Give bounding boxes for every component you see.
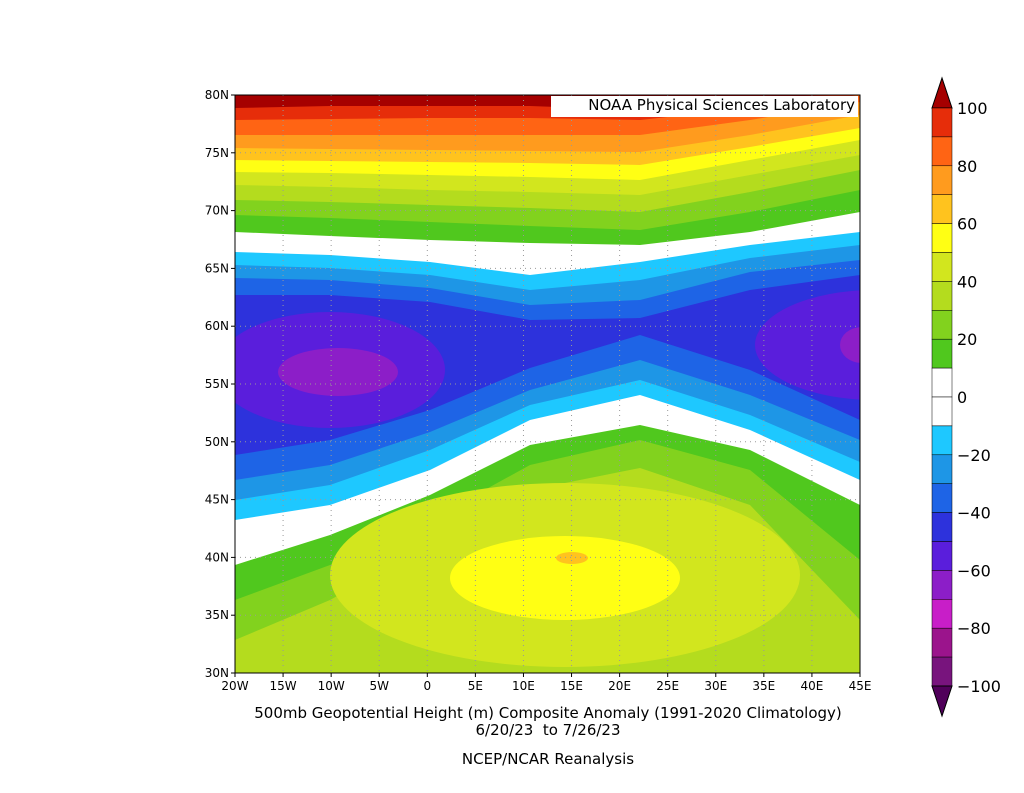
x-tick-label: 20W: [221, 679, 248, 693]
x-tick-label: 20E: [608, 679, 631, 693]
title: 500mb Geopotential Height (m) Composite …: [254, 704, 842, 722]
colorbar-label: 40: [957, 272, 977, 291]
colorbar-band: [931, 599, 953, 629]
colorbar-label: 0: [957, 388, 967, 407]
colorbar-label: 60: [957, 215, 977, 234]
x-tick-label: 15E: [560, 679, 583, 693]
grid: [231, 94, 861, 677]
colorbar-band: [931, 483, 953, 513]
y-tick-label: 30N: [205, 666, 229, 680]
y-tick-label: 40N: [205, 550, 229, 564]
x-tick-label: 0: [423, 679, 431, 693]
colorbar-label: −100: [957, 677, 1001, 696]
colorbar-band: [931, 165, 953, 195]
y-tick-label: 50N: [205, 435, 229, 449]
colorbar-label: −20: [957, 446, 991, 465]
colorbar: [931, 76, 953, 718]
x-tick-label: 10E: [512, 679, 535, 693]
colorbar-end: [931, 76, 953, 109]
y-tick-label: 45N: [205, 493, 229, 507]
colorbar-band: [931, 338, 953, 369]
y-tick-label: 70N: [205, 204, 229, 218]
plot-frame: [234, 94, 861, 674]
source: NCEP/NCAR Reanalysis: [462, 750, 634, 768]
x-tick-label: 15W: [270, 679, 297, 693]
y-tick-label: 35N: [205, 608, 229, 622]
colorbar-label: 100: [957, 99, 988, 118]
band: [755, 290, 860, 400]
band: [840, 327, 860, 363]
x-tick-label: 5W: [369, 679, 389, 693]
x-tick-label: 5E: [468, 679, 483, 693]
credit-box: [551, 96, 858, 117]
x-tick-label: 30E: [704, 679, 727, 693]
colorbar-label: −80: [957, 619, 991, 638]
colorbar-band: [931, 396, 953, 427]
colorbar-label: 20: [957, 330, 977, 349]
x-tick-label: 35E: [752, 679, 775, 693]
x-tick-label: 25E: [656, 679, 679, 693]
colorbar-band: [931, 425, 953, 456]
colorbar-label: −60: [957, 561, 991, 580]
colorbar-band: [931, 570, 953, 600]
colorbar-band: [931, 367, 953, 398]
y-tick-label: 80N: [205, 88, 229, 102]
colorbar-band: [931, 454, 953, 484]
colorbar-band: [931, 627, 953, 658]
colorbar-label: 80: [957, 157, 977, 176]
band: [278, 348, 398, 396]
x-tick-label: 40E: [800, 679, 823, 693]
colorbar-band: [931, 107, 953, 138]
subtitle: 6/20/23 to 7/26/23: [475, 721, 620, 739]
colorbar-label: −40: [957, 504, 991, 523]
colorbar-band: [931, 194, 953, 224]
colorbar-band: [931, 223, 953, 253]
band: [556, 552, 588, 564]
y-tick-label: 60N: [205, 319, 229, 333]
y-tick-label: 65N: [205, 261, 229, 275]
colorbar-band: [931, 541, 953, 571]
colorbar-end: [931, 685, 953, 718]
colorbar-band: [931, 656, 953, 687]
y-tick-label: 75N: [205, 146, 229, 160]
colorbar-band: [931, 310, 953, 340]
x-tick-label: 45E: [849, 679, 872, 693]
colorbar-band: [931, 252, 953, 282]
colorbar-band: [931, 512, 953, 542]
band: [450, 536, 680, 620]
y-tick-label: 55N: [205, 377, 229, 391]
colorbar-band: [931, 281, 953, 311]
x-tick-label: 10W: [318, 679, 345, 693]
credit: NOAA Physical Sciences Laboratory: [588, 96, 855, 114]
colorbar-band: [931, 136, 953, 167]
